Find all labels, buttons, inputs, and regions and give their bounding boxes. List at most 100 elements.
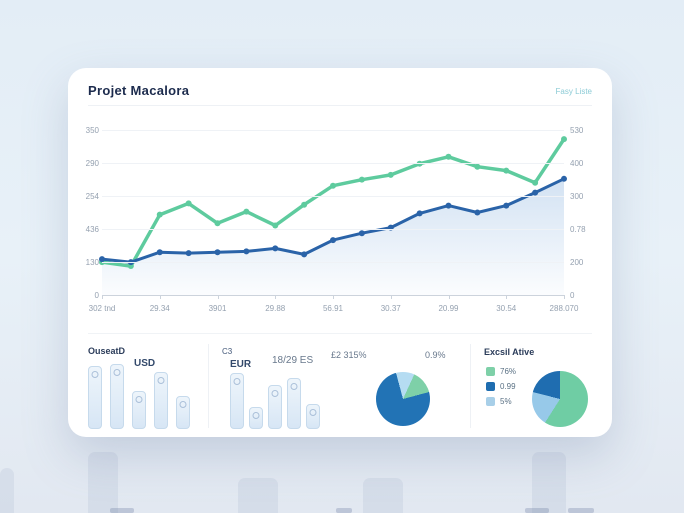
blue-series-marker	[358, 230, 365, 237]
mini-bar	[268, 385, 282, 429]
page-title: Projet Macalora	[88, 83, 190, 98]
background-ghost-bar	[532, 452, 566, 513]
mini-bar	[154, 372, 168, 429]
x-axis-tick	[275, 295, 277, 299]
y-axis-label-left: 130	[85, 258, 99, 267]
y-axis-label-right: 300	[570, 192, 584, 201]
dashboard-card: Projet Macalora Fasy Liste 350 530 290 400 2…	[68, 68, 612, 437]
eur-mini-bar-chart	[230, 373, 320, 429]
background-ghost-bar	[88, 452, 118, 513]
green-series-marker	[387, 171, 394, 178]
mini-bar	[110, 364, 124, 429]
green-series-marker	[272, 222, 279, 229]
green-series-marker	[532, 179, 539, 186]
green-series-marker	[156, 211, 163, 218]
x-axis-tick	[564, 295, 565, 299]
line-chart-plot	[99, 136, 567, 295]
widget-eur-code: C3	[222, 347, 233, 356]
pie1-right-label: 0.9%	[425, 350, 446, 360]
blue-series-marker	[416, 210, 423, 217]
green-series-marker	[474, 163, 481, 170]
green-series-marker	[214, 220, 221, 227]
blue-series-marker	[474, 209, 481, 216]
blue-series-marker	[99, 256, 105, 263]
background-dash	[525, 508, 549, 513]
blue-series-marker	[214, 249, 221, 256]
widget-divider	[470, 344, 471, 428]
card-header: Projet Macalora Fasy Liste	[88, 83, 592, 105]
blue-series-marker	[561, 175, 567, 182]
blue-series-marker	[243, 248, 250, 255]
blue-series-marker	[272, 245, 279, 252]
usd-mini-bar-chart	[88, 364, 190, 429]
chart-gridline	[102, 163, 564, 164]
mini-bar	[287, 378, 301, 429]
pie2-legend: 76% 0.99 5%	[486, 367, 516, 406]
blue-series-marker	[156, 249, 163, 256]
pie-chart-2	[532, 371, 588, 427]
pie1-left-label: £2 315%	[331, 350, 367, 360]
green-series-marker	[185, 200, 192, 207]
x-axis-label: 302 tnd	[88, 304, 116, 313]
blue-series-marker	[532, 189, 539, 196]
x-axis-label: 56.91	[322, 304, 344, 313]
x-axis-label: 29.88	[265, 304, 286, 313]
mini-bar	[132, 391, 146, 429]
mini-bar	[306, 404, 320, 429]
header-link[interactable]: Fasy Liste	[555, 87, 592, 96]
green-series-marker	[330, 182, 336, 189]
pie-chart-1	[376, 372, 430, 426]
blue-series-marker	[445, 202, 452, 209]
green-series-marker	[503, 167, 510, 174]
x-axis-label: 288.070	[549, 304, 579, 313]
legend-item: 5%	[486, 397, 516, 406]
green-series-marker	[445, 153, 452, 160]
y-axis-label-right: 400	[570, 159, 584, 168]
chart-gridline	[102, 229, 564, 230]
green-series-marker	[561, 136, 567, 143]
widget-eur-value: 18/29 ES	[272, 355, 314, 366]
x-axis-label: 30.54	[496, 304, 517, 313]
x-axis-tick	[448, 295, 450, 299]
mini-bar	[88, 366, 102, 429]
y-axis-label-right: 200	[570, 258, 584, 267]
chart-gridline	[102, 130, 564, 131]
background-ghost-bar	[363, 478, 403, 513]
background-dash	[110, 508, 134, 513]
x-axis-tick	[390, 295, 392, 299]
x-axis-tick	[333, 295, 334, 299]
mini-bar	[249, 407, 263, 429]
x-axis-tick	[159, 295, 161, 299]
background-dash	[336, 508, 352, 513]
widget-divider	[208, 344, 209, 428]
y-axis-label-left: 254	[85, 192, 99, 201]
mini-bar	[230, 373, 244, 429]
blue-series-marker	[185, 250, 192, 257]
y-axis-label-right: 0	[570, 291, 575, 300]
y-axis-label-right: 530	[570, 126, 584, 135]
header-divider	[88, 105, 592, 106]
legend-label: 76%	[500, 367, 517, 376]
legend-swatch	[486, 382, 495, 391]
chart-gridline	[102, 262, 564, 263]
line-chart: 350 530 290 400 254 300 436 0.78 130 200 0 0 302 tnd…	[82, 118, 598, 323]
legend-item: 0.99	[486, 382, 516, 391]
blue-series-marker	[330, 237, 336, 244]
blue-series-marker	[301, 251, 308, 258]
legend-swatch	[486, 367, 495, 376]
background-ghost-bar	[238, 478, 278, 513]
legend-item: 76%	[486, 367, 516, 376]
x-axis-tick	[506, 295, 508, 299]
y-axis-label-left: 350	[85, 126, 99, 135]
y-axis-label-right: 0.78	[570, 225, 586, 234]
mini-bar	[176, 396, 190, 429]
legend-swatch	[486, 397, 495, 406]
y-axis-label-left: 436	[85, 225, 99, 234]
y-axis-label-left: 290	[85, 159, 99, 168]
x-axis-tick	[102, 295, 103, 299]
background-dash	[568, 508, 594, 513]
chart-gridline	[102, 196, 564, 197]
y-axis-label-left: 0	[94, 291, 99, 300]
widgets-row: OuseatD USD C3 EUR 18/29 ES £2 315% 0.9%…	[88, 333, 592, 438]
